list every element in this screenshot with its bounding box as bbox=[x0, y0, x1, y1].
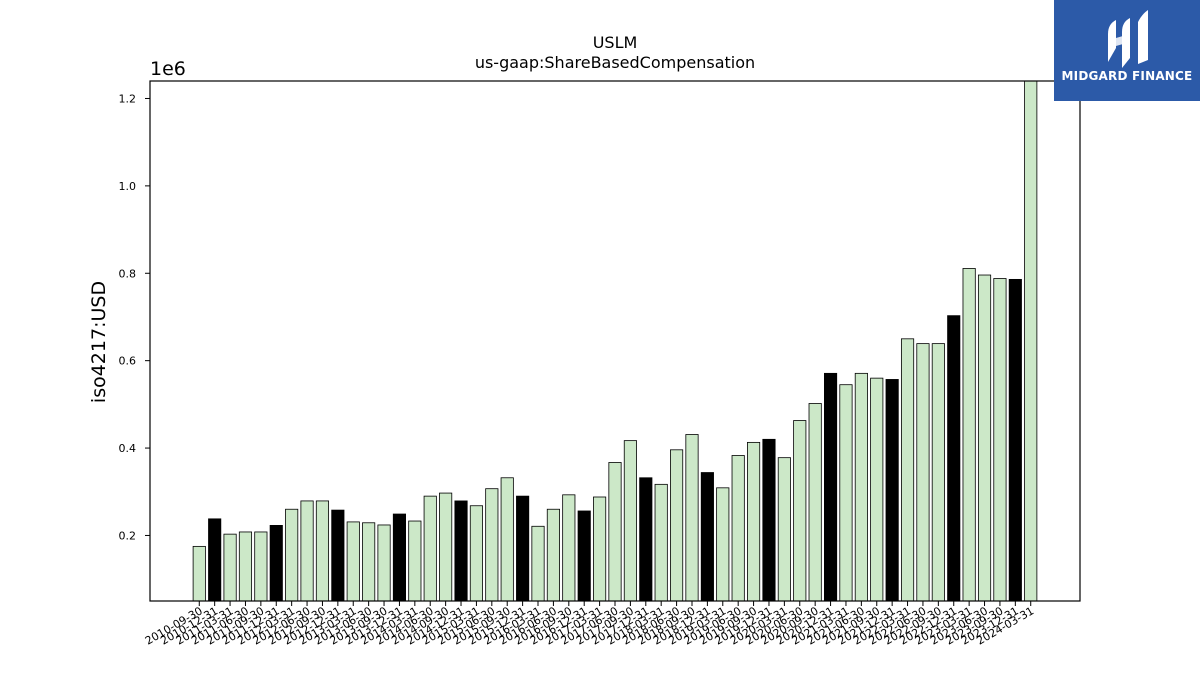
bar-2011-03-31 bbox=[223, 533, 237, 602]
bar-2013-09-30 bbox=[377, 524, 391, 602]
bar-2011-06-30 bbox=[238, 531, 253, 602]
bar-2012-03-31 bbox=[285, 508, 299, 602]
bar-2021-03-31 bbox=[839, 384, 853, 602]
bar-2020-03-31 bbox=[777, 457, 791, 602]
bar-2013-12-31 bbox=[392, 513, 406, 602]
bar-2020-09-30 bbox=[808, 403, 822, 602]
midgard-finance-logo: MIDGARD FINANCE bbox=[1054, 0, 1200, 101]
bar-2017-06-30 bbox=[608, 462, 622, 602]
bar-2019-03-31 bbox=[716, 487, 730, 602]
bar-2022-06-30 bbox=[916, 343, 930, 602]
bar-2022-03-31 bbox=[900, 338, 915, 602]
logo-text: MIDGARD FINANCE bbox=[1061, 69, 1193, 83]
bar-2017-03-31 bbox=[593, 496, 607, 602]
bar-2010-12-31 bbox=[208, 518, 222, 602]
bar-2014-12-31 bbox=[454, 500, 468, 602]
bar-2023-06-30 bbox=[977, 274, 992, 602]
bar-2016-12-31 bbox=[577, 510, 591, 602]
bar-2021-09-30 bbox=[870, 377, 884, 602]
bar-2010-09-30 bbox=[192, 545, 206, 602]
bar-2017-12-31 bbox=[639, 477, 653, 602]
y-tick-label: 0.4 bbox=[119, 442, 137, 455]
bar-2011-12-31 bbox=[269, 525, 283, 602]
y-tick-label: 0.8 bbox=[119, 267, 137, 280]
bar-2016-09-30 bbox=[562, 494, 576, 602]
bar-2015-09-30 bbox=[500, 477, 514, 602]
y-offset-label: 1e6 bbox=[150, 58, 186, 80]
y-axis-label: iso4217:USD bbox=[88, 281, 110, 403]
bar-2011-09-30 bbox=[254, 531, 268, 602]
bar-2016-06-30 bbox=[546, 508, 560, 602]
bar-2022-09-30 bbox=[931, 343, 945, 602]
x-axis: 2010-09-302010-12-312011-03-312011-06-30… bbox=[143, 601, 1036, 648]
bar-2018-03-31 bbox=[654, 483, 668, 602]
bar-2019-06-30 bbox=[731, 455, 745, 602]
bar-2012-09-30 bbox=[315, 500, 330, 602]
bar-2015-03-31 bbox=[469, 505, 483, 602]
bar-2015-12-31 bbox=[516, 495, 530, 602]
bar-2021-12-31 bbox=[885, 379, 899, 602]
bar-2020-12-31 bbox=[824, 372, 838, 602]
bar-2019-12-31 bbox=[762, 438, 776, 602]
logo-mark-icon bbox=[1108, 10, 1148, 68]
bar-2017-09-30 bbox=[623, 440, 637, 602]
bar-2012-06-30 bbox=[300, 500, 314, 602]
bar-2022-12-31 bbox=[947, 315, 961, 602]
bar-2023-09-30 bbox=[993, 278, 1007, 602]
bar-2014-09-30 bbox=[439, 492, 453, 602]
bar-2023-03-31 bbox=[962, 268, 976, 602]
bar-2013-06-30 bbox=[362, 522, 376, 602]
bar-2023-12-31 bbox=[1008, 278, 1022, 602]
bar-2019-09-30 bbox=[747, 441, 761, 602]
bar-2024-03-31 bbox=[1024, 80, 1038, 602]
bar-2012-12-31 bbox=[331, 509, 345, 602]
bars-group bbox=[192, 80, 1038, 602]
bar-2021-06-30 bbox=[854, 372, 868, 602]
bar-2018-12-31 bbox=[700, 472, 714, 602]
plot-frame bbox=[149, 80, 1081, 602]
bar-2018-09-30 bbox=[685, 434, 699, 602]
y-tick-label: 0.6 bbox=[119, 355, 137, 368]
y-tick-label: 1.2 bbox=[119, 92, 137, 105]
bar-2020-06-30 bbox=[793, 420, 807, 602]
bar-2016-03-31 bbox=[531, 525, 545, 602]
y-tick-label: 0.2 bbox=[119, 529, 137, 542]
bar-2013-03-31 bbox=[346, 521, 360, 602]
bar-2018-06-30 bbox=[670, 449, 684, 602]
chart-subtitle: us-gaap:ShareBasedCompensation bbox=[475, 53, 755, 72]
bar-2014-06-30 bbox=[423, 495, 437, 602]
y-tick-label: 1.0 bbox=[119, 180, 137, 193]
bar-2015-06-30 bbox=[485, 488, 499, 602]
y-axis: 0.2 0.4 0.6 0.8 1.0 1.2 bbox=[119, 92, 150, 542]
chart-title: USLM bbox=[593, 33, 638, 52]
bar-2014-03-31 bbox=[408, 520, 422, 602]
